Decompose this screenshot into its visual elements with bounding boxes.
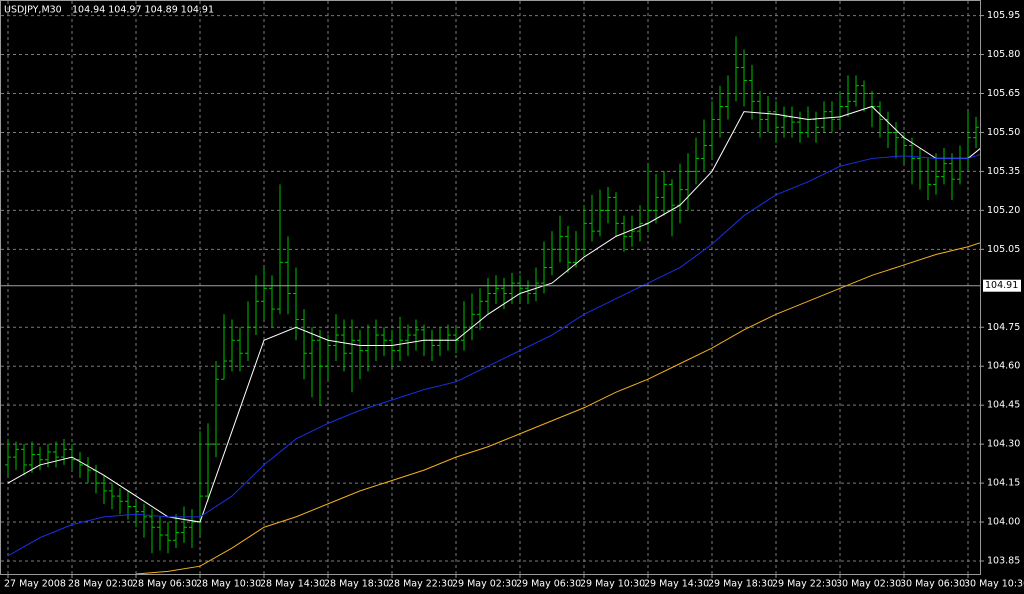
y-tick-label: 105.65 (987, 88, 1020, 99)
plot-area (0, 0, 981, 575)
moving-average-line (7, 105, 980, 523)
bid-label: 104.91 (985, 280, 1018, 291)
y-tick-label: 104.45 (987, 400, 1020, 411)
x-tick-label: 28 May 18:30 (324, 579, 389, 590)
y-tick-label: 104.60 (987, 361, 1020, 372)
y-tick-label: 105.05 (987, 244, 1020, 255)
bid-box (983, 279, 1021, 292)
y-tick-label: 104.30 (987, 439, 1020, 450)
x-tick-label: 28 May 02:30 (68, 579, 133, 590)
x-tick-label: 30 May 10:30 (964, 579, 1024, 590)
x-tick-label: 30 May 06:30 (900, 579, 965, 590)
y-tick-label: 103.85 (987, 556, 1020, 567)
x-tick-label: 29 May 10:30 (580, 579, 645, 590)
y-tick-label: 105.95 (987, 10, 1020, 21)
moving-average-line (7, 154, 980, 557)
x-tick-label: 29 May 22:30 (772, 579, 837, 590)
x-tick-label: 28 May 14:30 (260, 579, 325, 590)
x-tick-label: 29 May 02:30 (452, 579, 517, 590)
x-tick-label: 28 May 10:30 (196, 579, 261, 590)
y-tick-label: 105.80 (987, 49, 1020, 60)
x-tick-label: 29 May 14:30 (644, 579, 709, 590)
x-tick-label: 30 May 02:30 (836, 579, 901, 590)
x-tick-label: 28 May 22:30 (388, 579, 453, 590)
x-tick-label: 29 May 06:30 (516, 579, 581, 590)
y-tick-label: 104.15 (987, 478, 1020, 489)
y-tick-label: 104.00 (987, 517, 1020, 528)
moving-average-line (135, 242, 980, 574)
y-tick-label: 105.50 (987, 127, 1020, 138)
x-tick-label: 27 May 2008 (4, 579, 66, 590)
chart-layer (1, 1, 980, 574)
y-tick-label: 105.20 (987, 205, 1020, 216)
y-tick-label: 105.35 (987, 166, 1020, 177)
quote-label: 104.94 104.97 104.89 104.91 (72, 5, 214, 16)
x-tick-label: 28 May 06:30 (132, 579, 197, 590)
y-tick-label: 104.75 (987, 322, 1020, 333)
x-tick-label: 29 May 18:30 (708, 579, 773, 590)
symbol-label: USDJPY,M30 (4, 5, 62, 16)
